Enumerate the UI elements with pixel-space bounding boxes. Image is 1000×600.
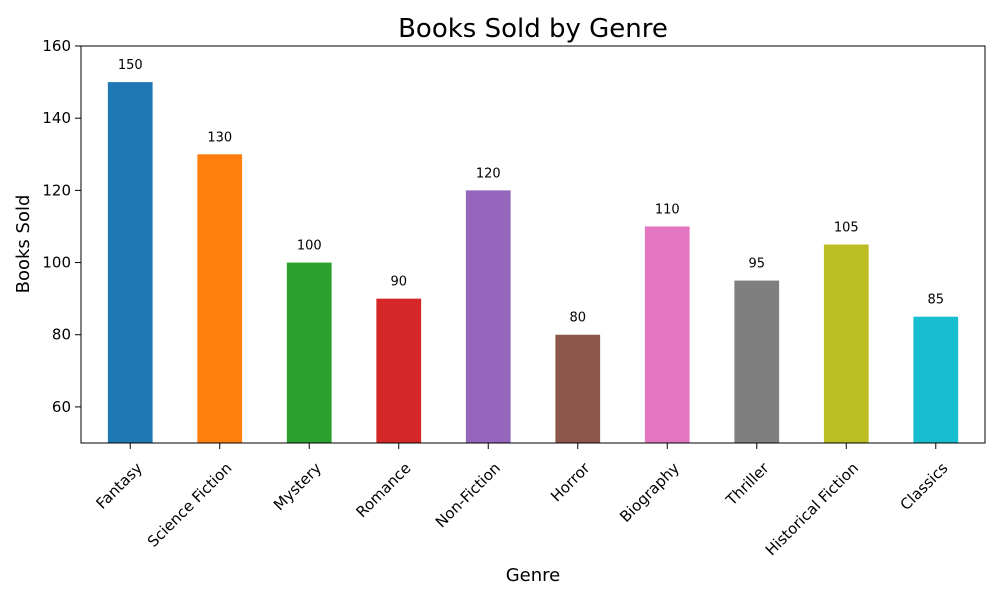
- x-tick-label: Romance: [352, 459, 414, 521]
- x-tick-label: Fantasy: [92, 459, 146, 513]
- x-tick-label: Historical Fiction: [762, 459, 862, 559]
- chart-title: Books Sold by Genre: [398, 14, 668, 44]
- y-tick-label: 80: [52, 326, 71, 344]
- y-axis-label: Books Sold: [13, 195, 34, 294]
- y-axis: 60 80 100 120 140 160: [42, 37, 81, 416]
- data-label: 130: [207, 130, 232, 145]
- bar-biography: [644, 226, 690, 443]
- plot-frame: [80, 45, 986, 444]
- data-label: 80: [569, 311, 586, 326]
- data-label: 95: [748, 257, 765, 272]
- x-tick-label: Thriller: [722, 458, 773, 509]
- data-label: 120: [476, 166, 501, 181]
- y-tick-label: 120: [42, 181, 71, 199]
- bar-non-fiction: [465, 190, 511, 443]
- bar-romance: [376, 298, 422, 443]
- bar-mystery: [286, 262, 332, 443]
- x-tick-label: Mystery: [270, 459, 325, 514]
- data-label: 85: [927, 293, 944, 308]
- data-label: 110: [655, 202, 680, 217]
- bar-science-fiction: [197, 154, 243, 443]
- y-tick-label: 140: [42, 109, 71, 127]
- x-tick-label: Science Fiction: [144, 459, 236, 551]
- data-label: 100: [297, 239, 322, 254]
- bar-historical-fiction: [823, 244, 869, 443]
- data-label: 105: [834, 221, 859, 236]
- x-tick-label: Classics: [897, 459, 952, 514]
- y-tick-label: 160: [42, 37, 71, 55]
- plot-area: 150 130 100 90 120 80 110 95 105 85: [107, 58, 959, 443]
- x-tick-label: Non-Fiction: [432, 459, 504, 531]
- x-tick-label: Horror: [547, 458, 594, 505]
- data-label: 90: [390, 275, 407, 290]
- y-tick-label: 100: [42, 254, 71, 272]
- bar-horror: [555, 334, 601, 443]
- bar-fantasy: [107, 82, 153, 443]
- x-tick-label: Biography: [616, 459, 683, 526]
- y-tick-label: 60: [52, 398, 71, 416]
- x-axis-label: Genre: [506, 565, 561, 586]
- bar-classics: [913, 316, 959, 443]
- data-label: 150: [118, 58, 143, 73]
- bar-thriller: [734, 280, 780, 443]
